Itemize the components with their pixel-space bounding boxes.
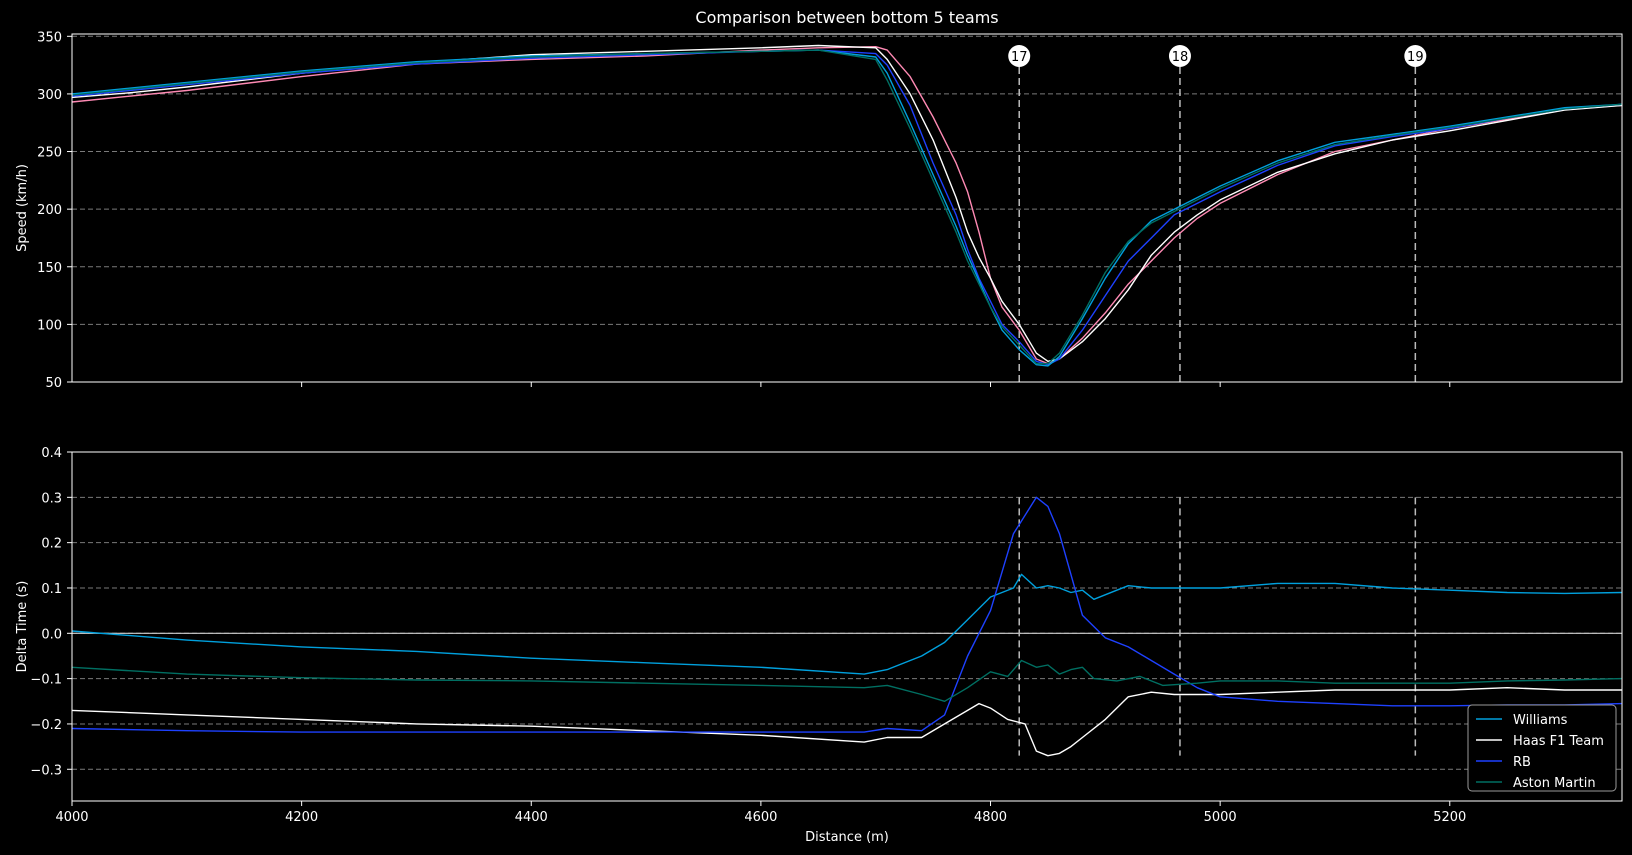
x-tick-label: 5000: [1204, 810, 1237, 825]
legend-label: Haas F1 Team: [1513, 734, 1604, 749]
legend-label: Williams: [1513, 713, 1568, 728]
legend-box: [1467, 704, 1617, 792]
y-tick-label: 0.4: [41, 446, 62, 461]
corner-marker-label: 18: [1172, 50, 1189, 65]
corner-marker-label: 17: [1011, 50, 1028, 65]
y-tick-label: 250: [37, 146, 62, 161]
chart-title: Comparison between bottom 5 teams: [695, 8, 998, 27]
y-axis-label: Speed (km/h): [15, 164, 30, 252]
x-tick-label: 4600: [744, 810, 777, 825]
series-line-haas-f1-team: [71, 687, 1622, 757]
y-tick-label: −0.2: [30, 718, 62, 733]
series-line-4: [71, 49, 1623, 365]
y-tick-label: −0.1: [30, 673, 62, 688]
corner-marker: [1168, 45, 1191, 67]
corner-marker: [1404, 45, 1427, 67]
y-tick-label: 0.2: [41, 537, 62, 552]
series-line-rb: [71, 496, 1623, 733]
y-tick-label: 0.1: [41, 582, 62, 597]
y-tick-label: 100: [37, 318, 62, 333]
y-tick-label: 50: [45, 376, 62, 391]
corner-marker: [1008, 45, 1031, 67]
x-tick-label: 4400: [515, 810, 548, 825]
legend-label: RB: [1513, 755, 1531, 770]
series-line-1: [71, 44, 1623, 362]
x-tick-label: 5200: [1433, 810, 1466, 825]
series-line-williams: [71, 573, 1623, 675]
y-tick-label: 300: [37, 88, 62, 103]
series-line-0: [71, 46, 1623, 365]
legend-label: Aston Martin: [1513, 776, 1596, 791]
corner-marker-label: 19: [1407, 50, 1424, 65]
x-tick-label: 4200: [285, 810, 318, 825]
y-tick-label: 200: [37, 203, 62, 218]
series-line-2: [71, 49, 1623, 366]
y-tick-label: −0.3: [30, 763, 62, 778]
y-tick-label: 0.3: [41, 491, 62, 506]
c1-frame: [71, 451, 1623, 802]
c0-frame: [71, 33, 1623, 383]
x-axis-label: Distance (m): [805, 830, 889, 845]
x-tick-label: 4800: [974, 810, 1007, 825]
series-line-3: [71, 49, 1623, 367]
y-tick-label: 350: [37, 30, 62, 45]
series-line-aston-martin: [71, 659, 1623, 702]
y-tick-label: 0.0: [41, 627, 62, 642]
y-axis-label: Delta Time (s): [15, 581, 30, 673]
y-tick-label: 150: [37, 261, 62, 276]
x-tick-label: 4000: [55, 810, 88, 825]
